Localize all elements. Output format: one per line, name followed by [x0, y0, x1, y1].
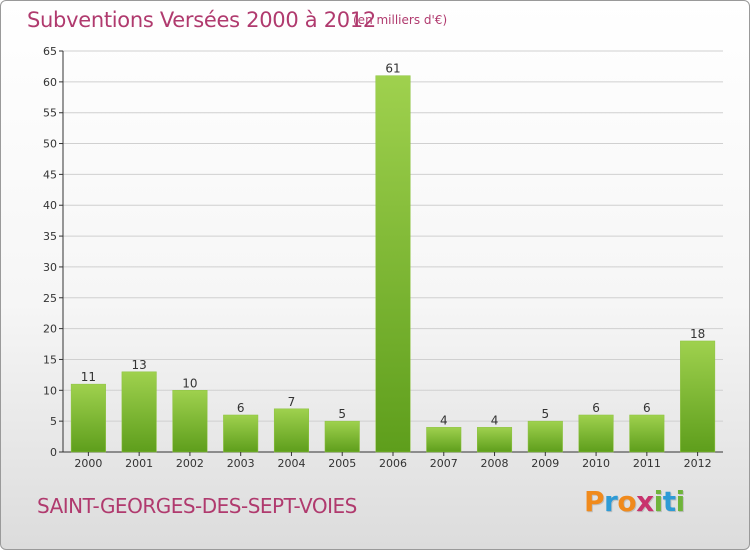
bar-2011: [629, 414, 665, 453]
y-tick-label: 0: [50, 446, 57, 459]
y-tick-label: 35: [43, 230, 57, 243]
x-tick-label-2011: 2011: [633, 457, 661, 470]
y-tick-label: 55: [43, 107, 57, 120]
bar-2007: [426, 427, 462, 453]
logo-letter: t: [662, 485, 676, 518]
bar-2003: [223, 414, 259, 453]
data-label-2004: 7: [288, 395, 296, 409]
x-tick-label-2007: 2007: [430, 457, 458, 470]
x-tick-label-2000: 2000: [74, 457, 102, 470]
data-label-2000: 11: [81, 370, 96, 384]
data-label-2001: 13: [132, 358, 147, 372]
y-tick-label: 5: [50, 415, 57, 428]
logo-letter: i: [653, 485, 664, 518]
chart-title: Subventions Versées 2000 à 2012: [27, 8, 376, 32]
x-tick-label-2010: 2010: [582, 457, 610, 470]
y-tick-label: 30: [43, 261, 57, 274]
bar-2006: [375, 75, 411, 453]
logo-letter: o: [617, 485, 637, 518]
data-label-2005: 5: [338, 407, 346, 421]
data-label-2008: 4: [491, 413, 499, 427]
y-tick-label: 20: [43, 323, 57, 336]
x-tick-label-2008: 2008: [481, 457, 509, 470]
bar-2008: [477, 427, 513, 453]
y-tick-label: 15: [43, 353, 57, 366]
chart-unit: (en milliers d'€): [353, 13, 448, 27]
x-tick-label-2004: 2004: [277, 457, 305, 470]
x-tick-label-2012: 2012: [684, 457, 712, 470]
y-tick-label: 40: [43, 199, 57, 212]
data-label-2003: 6: [237, 401, 245, 415]
data-label-2002: 10: [182, 376, 197, 390]
y-tick-label: 10: [43, 384, 57, 397]
bar-2010: [578, 414, 614, 453]
y-tick-label: 60: [43, 76, 57, 89]
proxiti-logo: Proxiti: [584, 485, 685, 518]
logo-letter: i: [675, 485, 686, 518]
x-tick-label-2001: 2001: [125, 457, 153, 470]
data-label-2007: 4: [440, 413, 448, 427]
bar-2005: [324, 420, 360, 453]
commune-name: SAINT-GEORGES-DES-SEPT-VOIES: [37, 494, 357, 518]
x-tick-label-2006: 2006: [379, 457, 407, 470]
y-tick-label: 50: [43, 138, 57, 151]
logo-letter: P: [584, 485, 605, 518]
bar-2004: [273, 408, 309, 453]
x-tick-label-2003: 2003: [227, 457, 255, 470]
bar-2002: [172, 390, 208, 453]
y-tick-label: 45: [43, 168, 57, 181]
data-label-2011: 6: [643, 401, 651, 415]
bar-2000: [70, 383, 106, 453]
x-tick-label-2005: 2005: [328, 457, 356, 470]
logo-letter: x: [636, 485, 654, 518]
y-tick-label: 65: [43, 45, 57, 58]
x-tick-label-2002: 2002: [176, 457, 204, 470]
data-label-2012: 18: [690, 327, 705, 341]
logo-letter: r: [604, 485, 618, 518]
bar-2012: [680, 340, 716, 453]
y-tick-label: 25: [43, 292, 57, 305]
data-label-2010: 6: [592, 401, 600, 415]
bar-2001: [121, 371, 157, 453]
x-tick-label-2009: 2009: [531, 457, 559, 470]
bar-2009: [527, 420, 563, 453]
data-label-2009: 5: [541, 407, 549, 421]
data-label-2006: 61: [385, 62, 400, 76]
